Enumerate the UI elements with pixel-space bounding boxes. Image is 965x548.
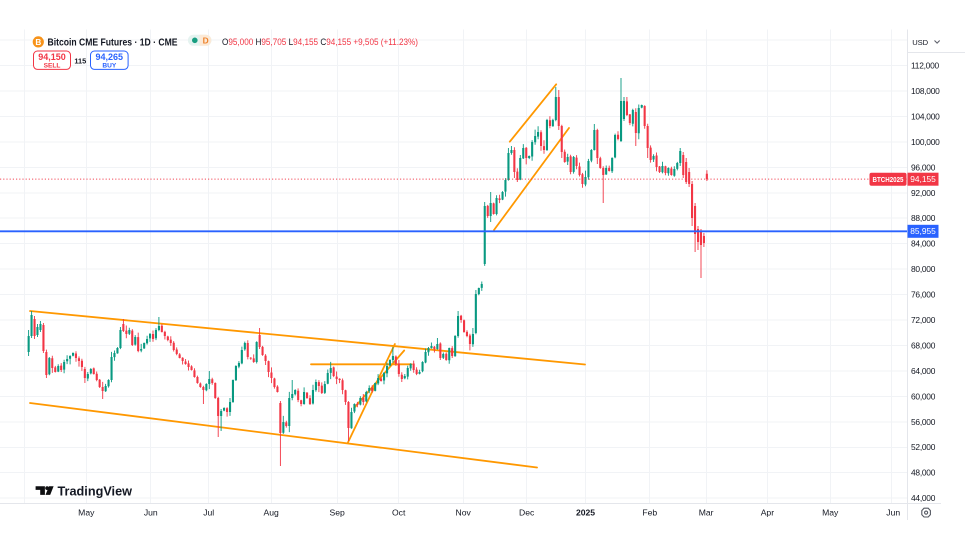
svg-text:BTCH2025: BTCH2025 — [873, 177, 904, 184]
svg-text:BUY: BUY — [102, 62, 117, 69]
svg-text:104,000: 104,000 — [911, 111, 940, 121]
svg-text:80,000: 80,000 — [911, 264, 936, 274]
svg-text:48,000: 48,000 — [911, 468, 936, 478]
svg-text:Jun: Jun — [144, 508, 158, 518]
svg-text:USD: USD — [912, 38, 928, 47]
svg-text:44,000: 44,000 — [911, 493, 936, 503]
svg-text:100,000: 100,000 — [911, 137, 940, 147]
svg-text:Oct: Oct — [392, 508, 406, 518]
svg-text:TradingView: TradingView — [58, 485, 133, 499]
svg-text:115: 115 — [74, 56, 86, 65]
svg-text:Mar: Mar — [699, 508, 714, 518]
svg-text:94,265: 94,265 — [96, 52, 124, 62]
svg-text:88,000: 88,000 — [911, 213, 936, 223]
svg-text:May: May — [78, 508, 95, 518]
svg-text:Jul: Jul — [203, 508, 214, 518]
svg-text:112,000: 112,000 — [911, 61, 939, 71]
svg-text:92,000: 92,000 — [911, 188, 936, 198]
svg-text:94,150: 94,150 — [38, 52, 66, 62]
svg-text:94,155: 94,155 — [910, 174, 936, 184]
svg-text:Apr: Apr — [761, 508, 775, 518]
svg-text:May: May — [822, 508, 839, 518]
svg-text:52,000: 52,000 — [911, 442, 936, 452]
svg-text:SELL: SELL — [44, 62, 61, 69]
svg-text:64,000: 64,000 — [911, 366, 936, 376]
svg-text:Sep: Sep — [330, 508, 346, 518]
svg-text:Feb: Feb — [642, 508, 657, 518]
svg-text:Aug: Aug — [264, 508, 280, 518]
svg-text:Dec: Dec — [519, 508, 535, 518]
svg-text:Jun: Jun — [886, 508, 900, 518]
svg-text:Bitcoin CME Futures · 1D · CME: Bitcoin CME Futures · 1D · CME — [48, 37, 178, 48]
svg-text:85,955: 85,955 — [910, 226, 936, 236]
svg-text:68,000: 68,000 — [911, 340, 936, 350]
svg-text:108,000: 108,000 — [911, 86, 940, 96]
svg-text:96,000: 96,000 — [911, 162, 936, 172]
svg-text:60,000: 60,000 — [911, 391, 936, 401]
svg-text:B: B — [35, 38, 41, 47]
svg-text:2025: 2025 — [576, 508, 595, 518]
svg-text:76,000: 76,000 — [911, 290, 936, 300]
svg-text:Nov: Nov — [456, 508, 472, 518]
svg-text:84,000: 84,000 — [911, 239, 936, 249]
svg-text:D: D — [203, 35, 209, 45]
svg-text:O95,000 H95,705 L94,155 C94,15: O95,000 H95,705 L94,155 C94,155 +9,505 (… — [222, 37, 418, 47]
svg-text:72,000: 72,000 — [911, 315, 936, 325]
svg-text:56,000: 56,000 — [911, 417, 936, 427]
